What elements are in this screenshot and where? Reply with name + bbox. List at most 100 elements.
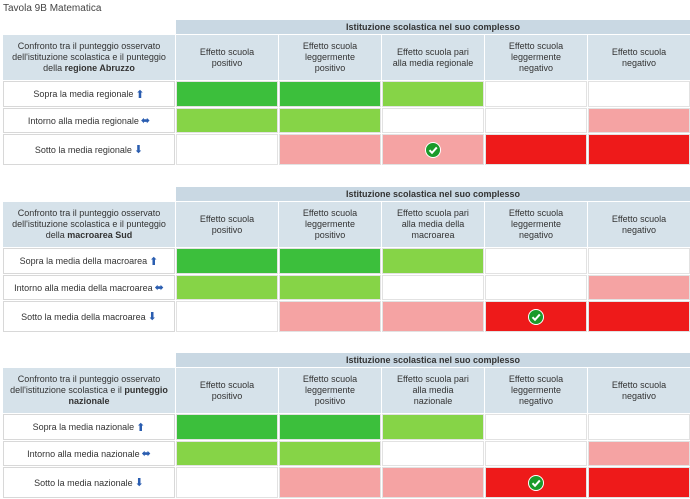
result-cell — [176, 81, 278, 107]
row-label-text: Intorno alla media della macroarea — [14, 282, 153, 293]
column-header: Effetto scuola negativo — [588, 202, 690, 247]
description-cell: Confronto tra il punteggio osservato del… — [3, 35, 175, 80]
row-label-text: Intorno alla media nazionale — [27, 448, 140, 459]
result-cell — [382, 467, 484, 498]
result-cell — [176, 301, 278, 332]
row-label: Sopra la media della macroarea ⬆ — [3, 248, 175, 274]
column-header: Effetto scuola leggermente negativo — [485, 35, 587, 80]
result-cell — [588, 441, 690, 466]
result-cell — [485, 414, 587, 440]
column-header: Effetto scuola positivo — [176, 35, 278, 80]
result-cell — [588, 301, 690, 332]
row-label-text: Sotto la media della macroarea — [21, 311, 146, 322]
arrow-icon: ⬇ — [147, 311, 157, 323]
arrow-icon: ⬌ — [154, 282, 164, 294]
column-header: Effetto scuola pari alla media della mac… — [382, 202, 484, 247]
description: Confronto tra il punteggio osservato del… — [7, 208, 171, 241]
description: Confronto tra il punteggio osservato del… — [7, 374, 171, 407]
row-label: Sopra la media nazionale ⬆ — [3, 414, 175, 440]
result-cell — [382, 414, 484, 440]
column-header: Effetto scuola positivo — [176, 368, 278, 413]
column-header: Effetto scuola leggermente positivo — [279, 35, 381, 80]
result-cell — [176, 134, 278, 165]
result-cell — [176, 275, 278, 300]
arrow-icon: ⬌ — [141, 448, 151, 460]
description-cell: Confronto tra il punteggio osservato del… — [3, 202, 175, 247]
result-cell — [279, 467, 381, 498]
row-label-text: Sopra la media nazionale — [32, 422, 135, 432]
check-icon — [425, 141, 441, 158]
arrow-icon: ⬆ — [136, 421, 146, 434]
result-cell — [485, 108, 587, 133]
check-icon — [528, 308, 544, 325]
description-bold: regione Abruzzo — [64, 63, 135, 73]
result-cell — [485, 81, 587, 107]
result-cell — [279, 108, 381, 133]
result-cell — [485, 248, 587, 274]
column-header: Effetto scuola leggermente positivo — [279, 202, 381, 247]
result-cell — [382, 81, 484, 107]
row-label: Sotto la media della macroarea ⬇ — [3, 301, 175, 332]
result-cell — [176, 248, 278, 274]
table-header: Istituzione scolastica nel suo complesso — [176, 187, 690, 201]
result-cell — [279, 134, 381, 165]
page-title: Tavola 9B Matematica — [3, 3, 102, 14]
arrow-icon: ⬇ — [133, 144, 144, 156]
result-cell — [279, 414, 381, 440]
row-label: Intorno alla media regionale ⬌ — [3, 108, 175, 133]
result-cell — [382, 248, 484, 274]
result-cell — [279, 81, 381, 107]
column-header: Effetto scuola negativo — [588, 368, 690, 413]
row-label-text: Intorno alla media regionale — [27, 115, 139, 126]
row-label-text: Sotto la media nazionale — [34, 477, 133, 488]
result-cell — [279, 275, 381, 300]
result-cell — [382, 134, 484, 165]
row-label: Sopra la media regionale ⬆ — [3, 81, 175, 107]
description: Confronto tra il punteggio osservato del… — [7, 41, 171, 74]
row-label-text: Sotto la media regionale — [34, 144, 132, 155]
result-cell — [382, 301, 484, 332]
result-cell — [382, 275, 484, 300]
result-cell — [485, 441, 587, 466]
description-text: Confronto tra il punteggio osservato del… — [10, 374, 161, 395]
row-label: Sotto la media nazionale ⬇ — [3, 467, 175, 498]
table-header: Istituzione scolastica nel suo complesso — [176, 20, 690, 34]
result-cell — [279, 301, 381, 332]
description-text: Confronto tra il punteggio osservato del… — [12, 208, 166, 240]
arrow-icon: ⬆ — [135, 88, 145, 101]
result-cell — [588, 81, 690, 107]
result-cell — [279, 441, 381, 466]
description-text: Confronto tra il punteggio osservato del… — [12, 41, 166, 73]
description-cell: Confronto tra il punteggio osservato del… — [3, 368, 175, 413]
column-header: Effetto scuola positivo — [176, 202, 278, 247]
result-cell — [588, 275, 690, 300]
column-header: Effetto scuola pari alla media regionale — [382, 35, 484, 80]
row-label: Intorno alla media della macroarea ⬌ — [3, 275, 175, 300]
result-cell — [485, 301, 587, 332]
result-cell — [279, 248, 381, 274]
result-cell — [485, 275, 587, 300]
result-cell — [382, 108, 484, 133]
result-cell — [382, 441, 484, 466]
column-header: Effetto scuola leggermente positivo — [279, 368, 381, 413]
column-header: Effetto scuola negativo — [588, 35, 690, 80]
column-header: Effetto scuola leggermente negativo — [485, 202, 587, 247]
arrow-icon: ⬆ — [149, 255, 159, 268]
result-cell — [176, 441, 278, 466]
result-cell — [588, 467, 690, 498]
row-label-text: Sopra la media della macroarea — [19, 256, 148, 266]
result-cell — [588, 248, 690, 274]
check-icon — [528, 474, 544, 491]
column-header: Effetto scuola leggermente negativo — [485, 368, 587, 413]
result-cell — [176, 467, 278, 498]
table-header: Istituzione scolastica nel suo complesso — [176, 353, 690, 367]
arrow-icon: ⬌ — [140, 115, 151, 127]
row-label-text: Sopra la media regionale — [33, 89, 134, 99]
result-cell — [588, 108, 690, 133]
row-label: Intorno alla media nazionale ⬌ — [3, 441, 175, 466]
result-cell — [588, 414, 690, 440]
result-cell — [485, 134, 587, 165]
description-bold: punteggio nazionale — [68, 385, 168, 406]
row-label: Sotto la media regionale ⬇ — [3, 134, 175, 165]
